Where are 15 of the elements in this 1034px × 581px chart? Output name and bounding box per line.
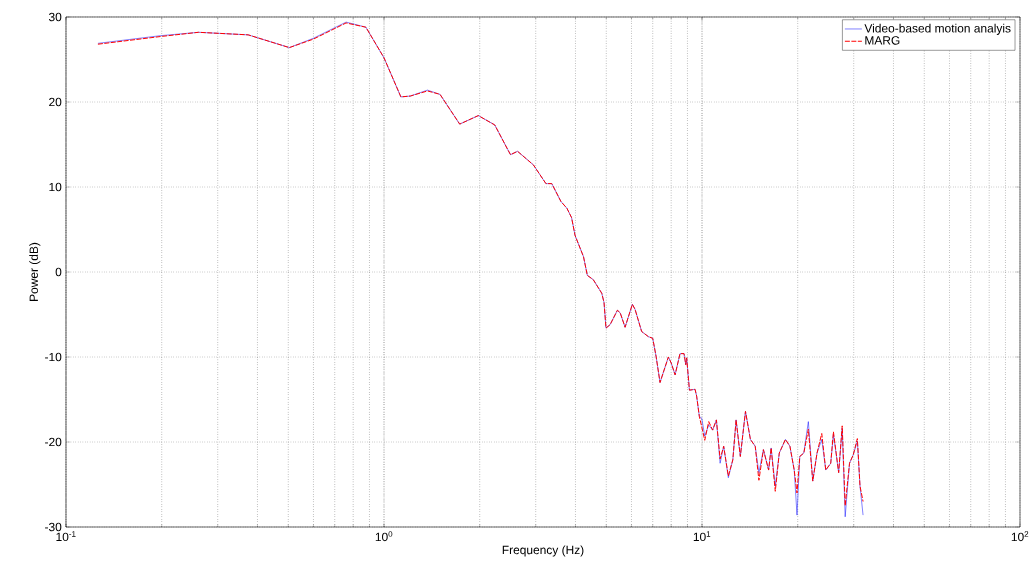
y-tick-label: 0: [55, 267, 62, 277]
y-tick-label: 30: [48, 12, 62, 22]
y-tick-label: -20: [45, 437, 62, 447]
y-tick-label: -30: [45, 522, 62, 532]
x-tick-label: 10$^{2}$: [1011, 531, 1029, 542]
legend-label: Video-based motion analyis: [864, 23, 1011, 35]
x-tick-label: 10$^{0}$: [375, 531, 393, 542]
x-tick-label: 10$^{-1}$: [56, 531, 76, 542]
y-tick-label: 10: [49, 182, 62, 192]
x-tick-label: 10$^{1}$: [693, 531, 711, 542]
y-tick-label: -10: [45, 352, 62, 362]
legend-label: MARG: [865, 36, 900, 45]
y-tick-label: 20: [49, 97, 62, 107]
x-axis-title: Frequency (Hz): [502, 545, 584, 557]
y-axis-title: Power (dB): [29, 242, 41, 301]
